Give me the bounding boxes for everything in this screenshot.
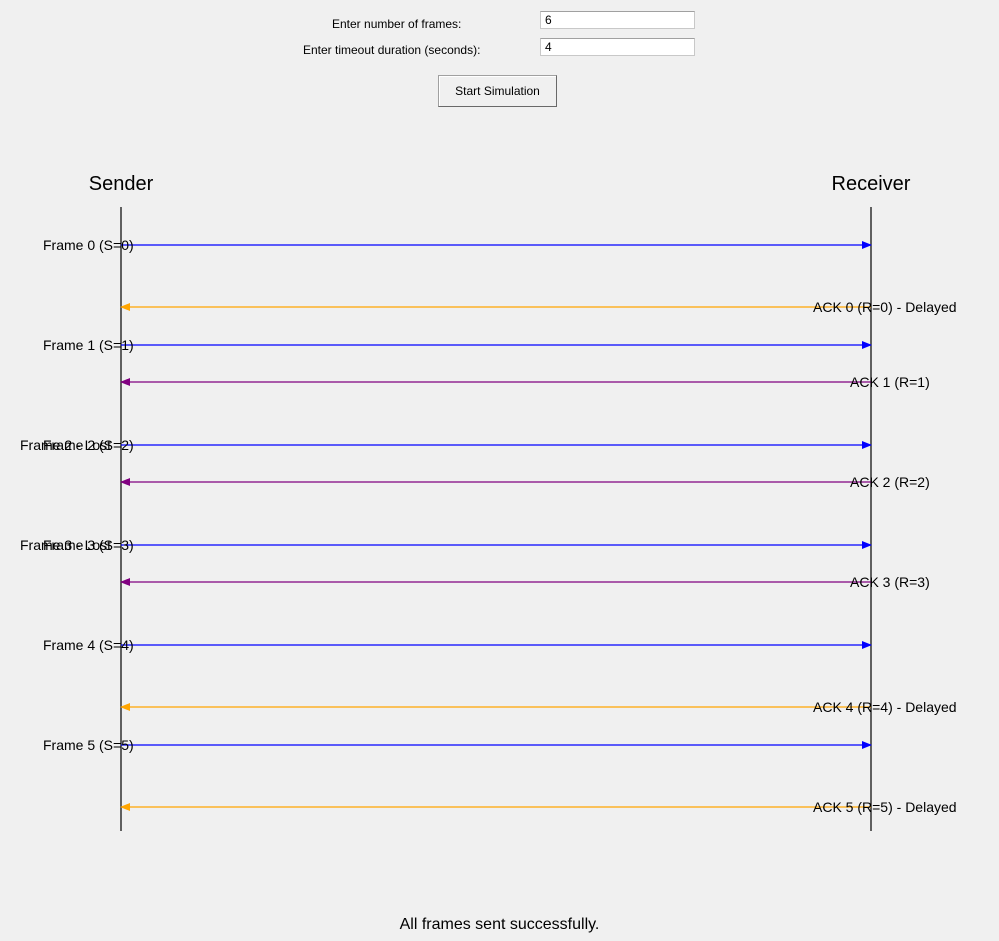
- frame-label: Frame 1 (S=1): [43, 337, 134, 353]
- timeout-input[interactable]: [540, 38, 695, 56]
- delayed-ack-label: ACK 4 (R=4) - Delayed: [813, 699, 957, 715]
- ack-label: ACK 3 (R=3): [850, 574, 930, 590]
- lost-frame-label: Frame 3 - Lost: [20, 537, 111, 553]
- delayed-ack-label: ACK 5 (R=5) - Delayed: [813, 799, 957, 815]
- message-events: Frame 0 (S=0) ACK 0 (R=0) - Delayed Frame …: [20, 237, 957, 815]
- frame-label: Frame 3 (S=3): [43, 537, 134, 553]
- sender-heading: Sender: [89, 173, 154, 195]
- frame-label: Frame 4 (S=4): [43, 637, 134, 653]
- frames-label: Enter number of frames:: [332, 17, 462, 31]
- timeout-label: Enter timeout duration (seconds):: [303, 43, 481, 57]
- receiver-heading: Receiver: [832, 173, 911, 195]
- frame-label: Frame 0 (S=0): [43, 237, 134, 253]
- frames-input[interactable]: [540, 11, 695, 29]
- delayed-ack-label: ACK 0 (R=0) - Delayed: [813, 299, 957, 315]
- ack-label: ACK 2 (R=2): [850, 474, 930, 490]
- lost-frame-label: Frame 2 - Lost: [20, 437, 111, 453]
- sequence-diagram-canvas: Sender Receiver Frame 0 (S=0) ACK 0 (R=0)…: [20, 173, 957, 831]
- status-message: All frames sent successfully.: [399, 916, 600, 933]
- ack-label: ACK 1 (R=1): [850, 374, 930, 390]
- start-simulation-button[interactable]: Start Simulation: [438, 75, 557, 107]
- frame-label: Frame 2 (S=2): [43, 437, 134, 453]
- frame-label: Frame 5 (S=5): [43, 737, 134, 753]
